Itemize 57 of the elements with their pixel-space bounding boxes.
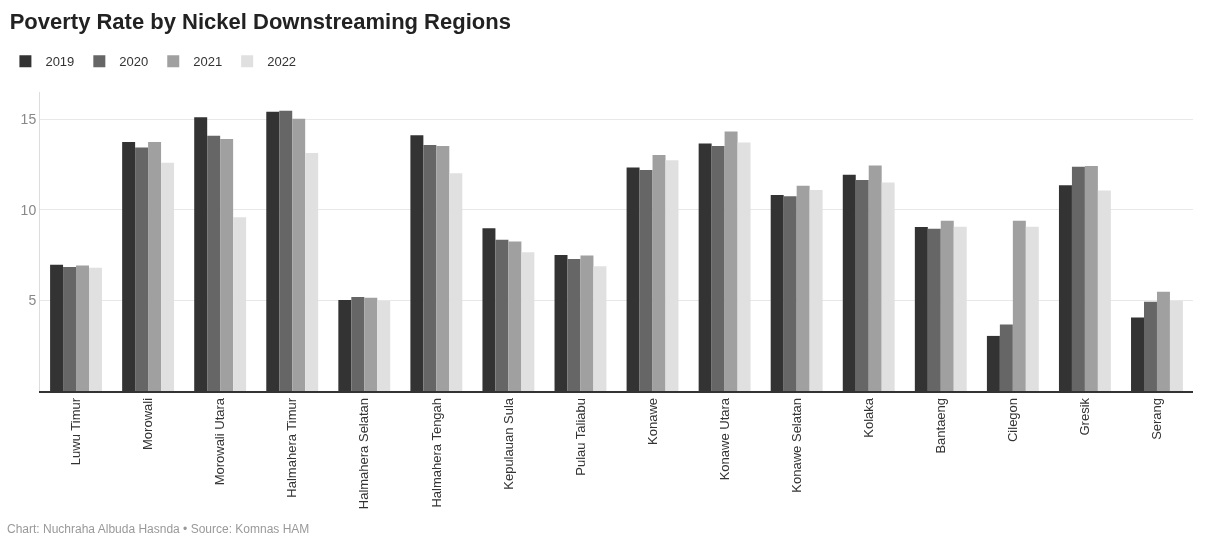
bar [639, 170, 653, 391]
bar [580, 255, 594, 391]
bar [711, 146, 725, 391]
x-tick-label: Bantaeng [933, 397, 949, 454]
bar [63, 267, 77, 391]
y-tick-label: 5 [28, 292, 37, 309]
legend-label: 2020 [119, 54, 149, 70]
bar [1156, 291, 1170, 391]
y-tick-label: 10 [20, 201, 37, 218]
x-tick-label: Morowali Utara [212, 397, 228, 486]
bar [220, 138, 234, 391]
x-tick-label: Serang [1149, 397, 1165, 440]
bar [796, 185, 810, 391]
bar [855, 179, 869, 391]
x-tick-label: Konawe [644, 397, 660, 445]
bar [279, 110, 293, 391]
bar [351, 296, 365, 391]
x-tick-label: Luwu Timur [68, 397, 84, 466]
bar [207, 135, 221, 391]
x-tick-label: Pulau Taliabu [572, 397, 588, 476]
x-tick-label: Gresik [1077, 397, 1093, 436]
bar [1071, 166, 1085, 391]
bar [1144, 301, 1157, 391]
legend-label: 2019 [45, 54, 75, 70]
x-tick-label: Halmahera Timur [284, 397, 300, 498]
x-tick-label: Halmahera Tengah [428, 397, 444, 508]
legend-label: 2022 [267, 54, 297, 70]
bar [148, 142, 162, 391]
bar [364, 297, 378, 391]
bar [567, 259, 581, 391]
bar [436, 146, 450, 391]
x-tick-label: Halmahera Selatan [356, 397, 372, 510]
bar [999, 324, 1013, 391]
bar [783, 196, 797, 391]
bar [927, 228, 941, 391]
bar [292, 118, 306, 391]
x-tick-label: Morowali [140, 397, 156, 450]
bar [868, 165, 882, 391]
bar [940, 220, 954, 391]
x-tick-label: Konawe Utara [716, 397, 732, 481]
legend-label: 2021 [193, 54, 223, 70]
bar [1084, 166, 1098, 391]
chart-title: Poverty Rate by Nickel Downstreaming Regions [9, 9, 511, 35]
bar [135, 147, 149, 391]
x-tick-label: Cilegon [1005, 397, 1021, 443]
y-tick-label: 15 [20, 111, 37, 128]
bar [508, 241, 522, 391]
x-tick-label: Kolaka [860, 397, 876, 438]
text: Chart: Nuchraha Albuda Hasnda • Source: Komnas HAM [7, 522, 310, 536]
bar [652, 154, 666, 391]
bar [1012, 220, 1026, 391]
bar [423, 145, 437, 391]
x-tick-label: Konawe Selatan [788, 397, 804, 493]
bar [495, 239, 509, 391]
bar [724, 131, 738, 391]
x-tick-label: Kepulauan Sula [500, 397, 516, 490]
bar [76, 265, 89, 391]
